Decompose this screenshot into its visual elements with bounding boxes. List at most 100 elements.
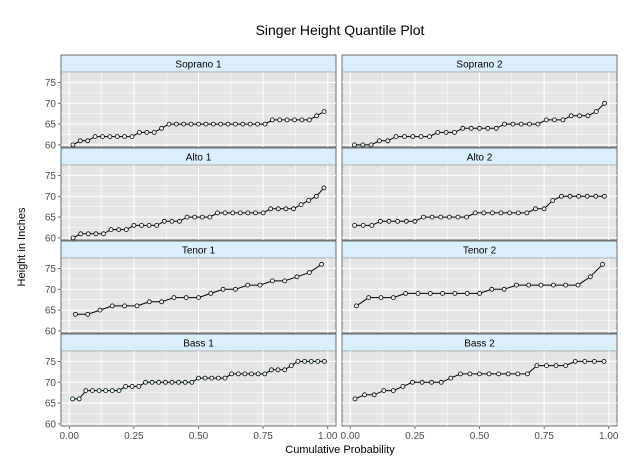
data-point (149, 379, 155, 385)
data-point (184, 214, 190, 220)
data-point (429, 379, 435, 385)
data-point (457, 371, 463, 377)
data-point (452, 129, 457, 135)
data-point (129, 134, 135, 140)
y-axis-title: Height in Inches (16, 207, 28, 286)
y-tick-label: 75 (45, 78, 57, 89)
data-point (440, 290, 446, 296)
data-point (446, 214, 452, 220)
data-point (85, 231, 91, 237)
data-point (139, 222, 144, 228)
data-point (151, 129, 157, 135)
data-point (313, 193, 319, 199)
data-point (122, 303, 127, 309)
data-point (419, 379, 425, 385)
data-point (533, 206, 538, 212)
data-point (400, 383, 406, 389)
data-point (438, 379, 444, 385)
x-tick-label: 1.00 (599, 431, 619, 442)
data-point (602, 193, 607, 199)
series-line (72, 187, 325, 239)
data-point (352, 396, 358, 402)
data-point (77, 138, 83, 144)
x-tick-label: 0.00 (60, 431, 80, 442)
data-point (427, 134, 432, 140)
data-point (524, 210, 530, 216)
data-point (308, 358, 314, 364)
data-point (477, 371, 482, 377)
data-point (222, 375, 228, 381)
data-point (146, 299, 152, 305)
data-point (123, 227, 129, 233)
data-point (455, 214, 461, 220)
data-point (507, 210, 513, 216)
strip-label: Alto 2 (467, 153, 493, 164)
data-point (207, 214, 213, 220)
data-point (159, 125, 165, 131)
data-point (78, 231, 84, 237)
data-point (427, 290, 433, 296)
data-point (443, 129, 449, 135)
data-point (70, 235, 76, 241)
data-point (208, 290, 214, 296)
data-point (314, 113, 320, 119)
data-point (502, 121, 507, 127)
data-point (291, 206, 296, 212)
data-point (232, 121, 238, 127)
data-point (360, 222, 366, 228)
data-point (283, 206, 289, 212)
data-point (514, 282, 519, 288)
data-point (321, 185, 327, 191)
x-axis-title: Cumulative Probability (285, 444, 395, 456)
data-point (161, 218, 167, 224)
data-point (92, 134, 98, 140)
data-point (134, 303, 140, 309)
data-point (171, 295, 177, 301)
data-point (103, 388, 109, 394)
data-point (177, 218, 182, 224)
data-point (108, 227, 114, 233)
data-point (493, 125, 499, 131)
data-point (353, 303, 359, 309)
y-tick-label: 70 (45, 192, 57, 203)
strip-label: Tenor 2 (463, 246, 497, 257)
data-point (535, 121, 541, 127)
data-point (269, 278, 275, 284)
data-point (277, 117, 283, 123)
data-point (402, 134, 407, 140)
data-point (247, 121, 253, 127)
panel-soprano-2: Soprano 2 (341, 54, 618, 148)
data-point (552, 117, 557, 123)
y-tick-label: 65 (45, 120, 57, 131)
data-point (468, 125, 474, 131)
data-point (593, 193, 599, 199)
data-point (527, 121, 532, 127)
data-point (154, 222, 160, 228)
data-point (295, 358, 301, 364)
data-point (526, 282, 532, 288)
data-point (109, 303, 115, 309)
data-point (288, 363, 294, 369)
strip-label: Soprano 1 (175, 60, 222, 71)
y-tick-label: 60 (45, 326, 57, 337)
data-point (587, 274, 593, 280)
y-tick-label: 60 (45, 233, 57, 244)
data-point (123, 383, 128, 389)
data-point (464, 214, 470, 220)
data-point (377, 218, 383, 224)
data-point (576, 193, 581, 199)
data-point (176, 379, 182, 385)
y-tick-label: 65 (45, 213, 57, 224)
data-point (83, 388, 89, 394)
strip-label: Alto 1 (186, 153, 212, 164)
data-point (232, 286, 238, 292)
y-tick-label: 75 (45, 171, 57, 182)
data-point (306, 117, 312, 123)
data-point (235, 371, 241, 377)
data-point (101, 231, 106, 237)
data-point (156, 379, 162, 385)
data-point (245, 282, 251, 288)
data-point (275, 206, 281, 212)
data-point (541, 206, 547, 212)
data-point (371, 392, 377, 398)
